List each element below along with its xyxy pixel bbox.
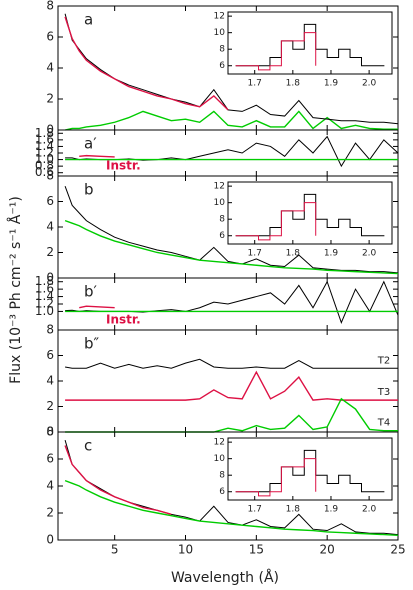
inset-x-tick-label: 1.8 — [286, 249, 301, 259]
series-line — [64, 219, 399, 275]
panel-label: b″ — [84, 335, 100, 353]
series-line — [64, 186, 399, 274]
inset-y-tick-label: 10 — [214, 454, 226, 464]
y-tick-label: 1.8 — [35, 126, 54, 140]
inset-x-tick-label: 2.0 — [362, 505, 377, 515]
y-tick-label: 1.0 — [35, 304, 54, 318]
inset-y-tick-label: 8 — [219, 215, 225, 225]
inset-x-tick-label: 1.8 — [286, 505, 301, 515]
y-tick-label: 1.0 — [35, 152, 54, 166]
inset-frame — [227, 11, 393, 75]
y-tick-label: 8 — [46, 169, 54, 183]
inset-y-tick-label: 8 — [219, 45, 225, 55]
series-line — [64, 13, 399, 125]
inset-frame — [227, 437, 393, 501]
y-tick-label: 6 — [46, 452, 54, 466]
y-tick-label: 6 — [46, 30, 54, 44]
x-axis-label: Wavelength (Å) — [171, 569, 279, 586]
inset-y-tick-label: 12 — [214, 438, 225, 448]
y-tick-label: 4 — [46, 61, 54, 75]
y-tick-label: 8 — [46, 0, 54, 13]
inset-y-tick-label: 6 — [219, 231, 225, 241]
y-tick-label: 6 — [46, 348, 54, 362]
inset-x-tick-label: 1.7 — [248, 249, 262, 259]
inset-y-tick-label: 12 — [214, 12, 225, 22]
series-line — [64, 16, 229, 111]
series-line — [64, 445, 172, 516]
inset-y-tick-label: 10 — [214, 198, 226, 208]
y-tick-label: 0 — [46, 271, 54, 285]
inset-line — [235, 32, 317, 71]
panel-label: b — [84, 181, 94, 199]
y-tick-label: 1.4 — [35, 139, 54, 153]
series-label: T3 — [377, 387, 390, 398]
inset-y-tick-label: 6 — [219, 487, 225, 497]
y-tick-label: 1.4 — [35, 289, 54, 303]
y-tick-label: 0.6 — [35, 165, 54, 179]
series-line — [79, 154, 115, 158]
x-tick-label: 20 — [320, 543, 335, 557]
inset-x-tick-label: 1.8 — [286, 79, 301, 89]
x-tick-label: 15 — [249, 543, 264, 557]
inset-line — [235, 449, 385, 493]
inset-x-tick-label: 2.0 — [362, 79, 377, 89]
note: Instr. — [106, 159, 141, 173]
inset-x-tick-label: 2.0 — [362, 249, 377, 259]
series-line — [64, 439, 399, 536]
y-tick-label: 0 — [46, 533, 54, 547]
x-tick-label: 5 — [111, 543, 119, 557]
inset-y-tick-label: 12 — [214, 182, 225, 192]
y-tick-label: 0 — [46, 123, 54, 137]
y-tick-label: 4 — [46, 374, 54, 388]
y-tick-label: 2 — [46, 506, 54, 520]
y-tick-label: 1.6 — [35, 282, 54, 296]
note: Instr. — [106, 313, 141, 327]
y-tick-label: 0.8 — [35, 159, 54, 173]
y-tick-label: 1.8 — [35, 274, 54, 288]
series-line — [79, 305, 115, 309]
panel-label: a′ — [84, 135, 97, 153]
y-tick-label: 1.2 — [35, 297, 54, 311]
y-axis-label: Flux (10⁻³ Ph cm⁻² s⁻¹ Å⁻¹) — [7, 196, 24, 384]
panel-label: a — [84, 11, 93, 29]
x-tick-label: 10 — [178, 543, 193, 557]
y-tick-label: 1.2 — [35, 146, 54, 160]
inset-x-tick-label: 1.7 — [248, 79, 262, 89]
panel-label: b′ — [84, 283, 98, 301]
inset-y-tick-label: 8 — [219, 471, 225, 481]
y-tick-label: 8 — [46, 323, 54, 337]
series-line — [64, 110, 398, 131]
y-tick-label: 2 — [46, 399, 54, 413]
inset-frame — [227, 181, 393, 245]
series-line — [65, 370, 398, 401]
series-line — [64, 479, 399, 536]
y-tick-label: 4 — [46, 220, 54, 234]
y-tick-label: 6 — [46, 194, 54, 208]
inset-line — [235, 202, 317, 241]
inset-y-tick-label: 10 — [214, 28, 226, 38]
inset-x-tick-label: 1.9 — [324, 79, 339, 89]
inset-x-tick-label: 1.7 — [248, 505, 262, 515]
inset-y-tick-label: 6 — [219, 61, 225, 71]
series-line — [64, 358, 398, 369]
x-tick-label: 25 — [390, 543, 405, 557]
inset-x-tick-label: 1.9 — [324, 249, 339, 259]
inset-x-tick-label: 1.9 — [324, 505, 339, 515]
panel-frame — [57, 329, 399, 433]
y-tick-label: 2 — [46, 245, 54, 259]
y-tick-label: 1.6 — [35, 132, 54, 146]
y-tick-label: 8 — [46, 425, 54, 439]
y-tick-label: 4 — [46, 479, 54, 493]
y-tick-label: 2 — [46, 92, 54, 106]
inset-line — [235, 458, 317, 497]
inset-line — [235, 193, 385, 237]
y-tick-label: 0 — [46, 425, 54, 439]
series-label: T4 — [377, 418, 390, 429]
inset-line — [235, 23, 385, 67]
series-label: T2 — [377, 355, 390, 366]
panel-label: c — [84, 437, 92, 455]
